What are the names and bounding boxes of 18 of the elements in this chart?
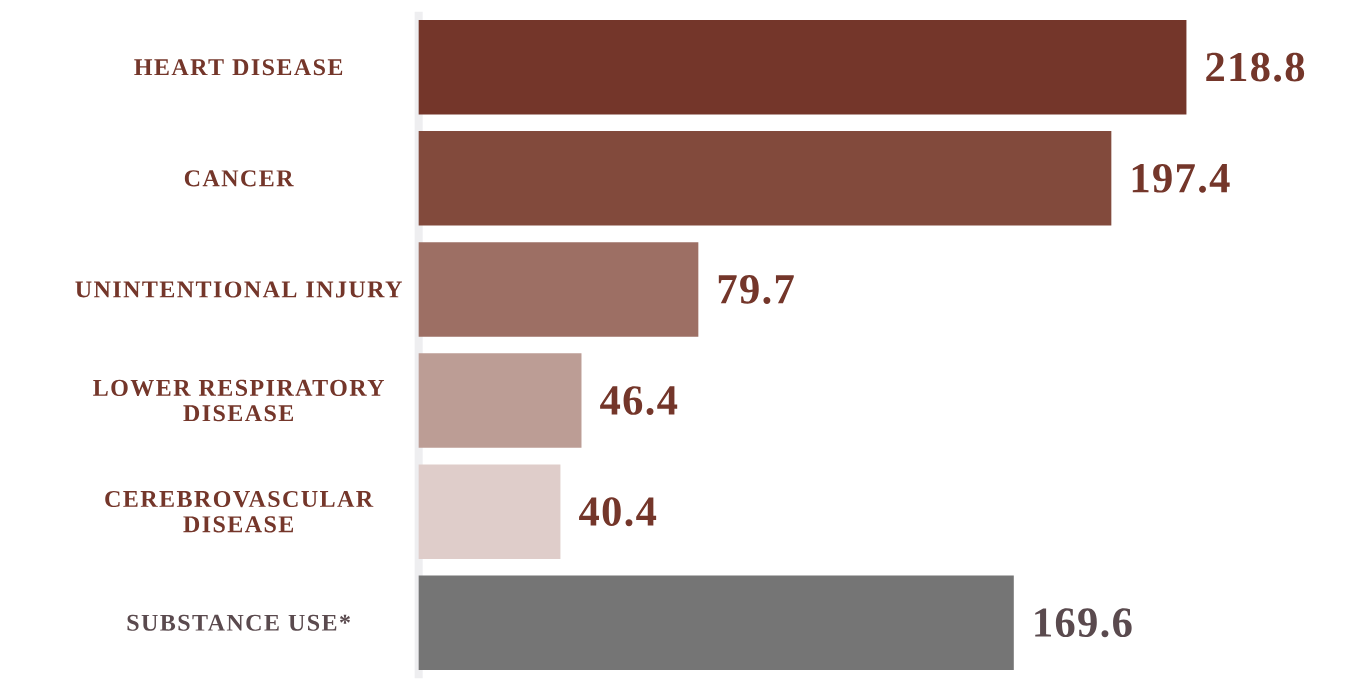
y-tick-label: HEART DISEASE — [134, 59, 343, 76]
data-label: 40.4 — [579, 497, 657, 527]
bar — [418, 464, 561, 559]
y-tick-label: LOWER RESPIRATORY DISEASE — [93, 379, 385, 422]
data-label: 79.7 — [718, 275, 794, 304]
data-label: 218.8 — [1206, 52, 1305, 82]
bar — [418, 575, 1014, 670]
y-tick-label: SUBSTANCE USE* — [127, 614, 350, 631]
y-tick-label: CANCER — [184, 170, 294, 187]
data-label: 169.6 — [1035, 608, 1132, 638]
bar — [418, 20, 1187, 115]
bar — [418, 353, 582, 448]
y-tick-label: UNINTENTIONAL INJURY — [75, 281, 402, 298]
bar — [418, 242, 699, 337]
data-label: 197.4 — [1132, 163, 1230, 193]
y-tick-label: CEREBROVASCULAR DISEASE — [105, 490, 374, 533]
data-label: 46.4 — [600, 386, 678, 415]
bar — [418, 131, 1112, 226]
